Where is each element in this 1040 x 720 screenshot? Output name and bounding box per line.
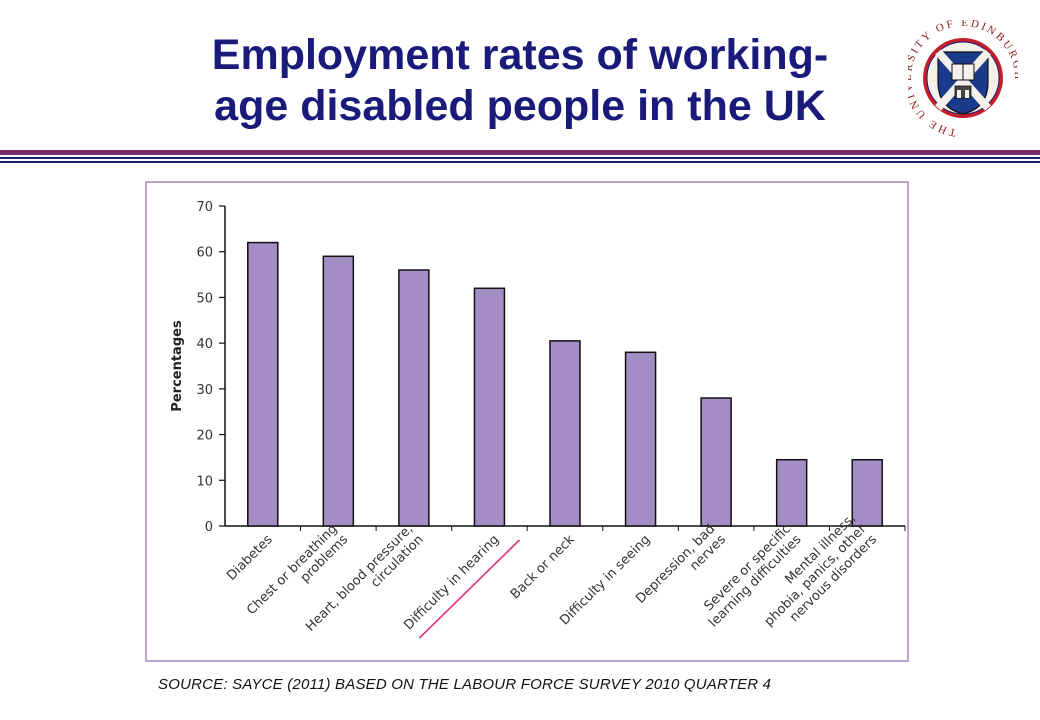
source-citation: SOURCE: SAYCE (2011) BASED ON THE LABOUR… bbox=[158, 676, 772, 693]
bar bbox=[398, 269, 430, 527]
divider-rule-purple bbox=[0, 150, 1040, 155]
chart-frame bbox=[145, 181, 909, 662]
bar bbox=[700, 397, 732, 527]
slide-title: Employment rates of working- age disable… bbox=[150, 30, 890, 132]
y-tick-label: 60 bbox=[196, 246, 213, 261]
y-tick-label: 70 bbox=[196, 200, 213, 215]
y-tick-label: 0 bbox=[205, 520, 213, 535]
divider-rule-navy bbox=[0, 161, 1040, 163]
y-tick-label: 50 bbox=[196, 291, 213, 306]
bar bbox=[851, 458, 883, 527]
university-of-edinburgh-logo: THE UNIVERSITY OF EDINBURGH bbox=[908, 20, 1018, 138]
bar bbox=[549, 340, 581, 527]
bar bbox=[624, 351, 657, 527]
x-category-label: Diabetes bbox=[224, 532, 276, 584]
y-tick-label: 40 bbox=[196, 337, 213, 352]
divider-rule-navy bbox=[0, 157, 1040, 159]
bar bbox=[775, 458, 808, 527]
y-tick-label: 10 bbox=[196, 474, 213, 489]
y-axis-label: Percentages bbox=[170, 320, 185, 412]
x-category-label-line: Back or neck bbox=[508, 532, 578, 602]
x-category-label: Back or neck bbox=[508, 532, 578, 602]
bar bbox=[322, 255, 355, 527]
bar bbox=[473, 287, 506, 527]
employment-rates-bar-chart: 010203040506070PercentagesDiabetesChest … bbox=[170, 200, 906, 639]
y-tick-label: 20 bbox=[196, 429, 213, 444]
y-tick-label: 30 bbox=[196, 383, 213, 398]
x-category-label-line: Diabetes bbox=[224, 532, 276, 584]
annotation-underline bbox=[418, 539, 521, 639]
bar bbox=[247, 241, 279, 527]
slide-title-line-2: age disabled people in the UK bbox=[214, 82, 826, 130]
slide-title-line-1: Employment rates of working- bbox=[211, 31, 829, 79]
